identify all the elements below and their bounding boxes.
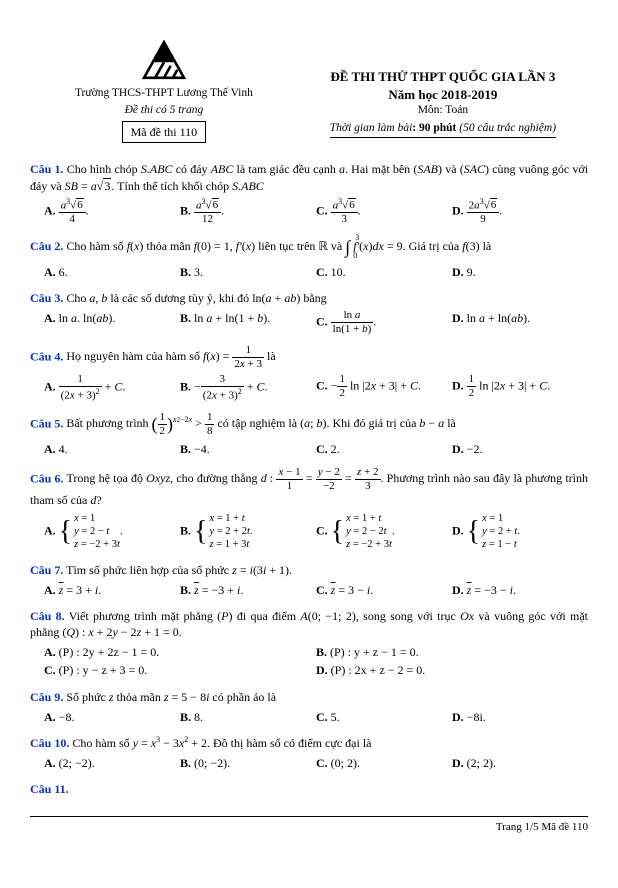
q9-label: Câu 9.: [30, 690, 63, 704]
q7-opt-a: A. z = 3 + i.: [44, 582, 180, 598]
q6-label: Câu 6.: [30, 471, 64, 485]
q5-label: Câu 5.: [30, 416, 63, 430]
q4-opt-b: B. −3(2x + 3)2 + C.: [180, 374, 316, 402]
school-logo-icon: [141, 40, 187, 80]
q6-text: Trong hệ tọa độ Oxyz, cho đường thẳng d …: [30, 471, 588, 507]
q9-opt-b: B. 8.: [180, 709, 316, 725]
q9-opt-d: D. −8i.: [452, 709, 588, 725]
question-4: Câu 4. Họ nguyên hàm của hàm số f(x) = 1…: [30, 345, 588, 370]
q3-opt-a: A. ln a. ln(ab).: [44, 310, 180, 335]
q9-text: Số phức z thỏa mãn z = 5 − 8i có phần ảo…: [66, 690, 276, 704]
q1-label: Câu 1.: [30, 162, 64, 176]
question-11: Câu 11.: [30, 781, 588, 797]
exam-code: Mã đề thi 110: [131, 125, 198, 139]
question-2: Câu 2. Cho hàm số f(x) thỏa mãn f(0) = 1…: [30, 235, 588, 259]
q2-opt-b: B. 3.: [180, 264, 316, 280]
q1-opt-b: B. a3√612.: [180, 198, 316, 226]
page-count-note: Đề thi có 5 trang: [30, 103, 298, 119]
question-7: Câu 7. Tìm số phức liên hợp của số phức …: [30, 562, 588, 578]
school-name: Trường THCS-THPT Lương Thế Vinh: [30, 86, 298, 102]
exam-year: Năm học 2018-2019: [298, 86, 588, 104]
q8-opt-a: A. (P) : 2y + 2z − 1 = 0.: [44, 644, 316, 660]
q4-opt-c: C. −12 ln |2x + 3| + C.: [316, 374, 452, 402]
q3-label: Câu 3.: [30, 291, 63, 305]
q3-opt-d: D. ln a + ln(ab).: [452, 310, 588, 335]
q5-opt-c: C. 2.: [316, 441, 452, 457]
q10-opt-d: D. (2; 2).: [452, 755, 588, 771]
q2-options: A. 6. B. 3. C. 10. D. 9.: [44, 264, 588, 282]
exam-title: ĐỀ THI THỬ THPT QUỐC GIA LẦN 3: [298, 68, 588, 86]
q8-opt-c: C. (P) : y − z + 3 = 0.: [44, 662, 316, 678]
q10-opt-a: A. (2; −2).: [44, 755, 180, 771]
question-6: Câu 6. Trong hệ tọa độ Oxyz, cho đường t…: [30, 467, 588, 508]
time-suffix: (50 câu trắc nghiệm): [459, 122, 556, 134]
q7-opt-c: C. z = 3 − i.: [316, 582, 452, 598]
question-10: Câu 10. Cho hàm số y = x3 − 3x2 + 2. Đồ …: [30, 735, 588, 751]
q10-opt-c: C. (0; 2).: [316, 755, 452, 771]
q2-label: Câu 2.: [30, 239, 63, 253]
time-info: Thời gian làm bài: 90 phút (50 câu trắc …: [330, 121, 556, 139]
q4-options: A. 1(2x + 3)2 + C. B. −3(2x + 3)2 + C. C…: [44, 374, 588, 404]
q7-text: Tìm số phức liên hợp của số phức z = i(3…: [66, 563, 292, 577]
q2-opt-a: A. 6.: [44, 264, 180, 280]
footer-text: Trang 1/5 Mã đề 110: [496, 821, 588, 833]
q4-label: Câu 4.: [30, 349, 63, 363]
q5-opt-a: A. 4.: [44, 441, 180, 457]
q6-opt-b: B. {x = 1 + ty = 2 + 2t.z = 1 + 3t: [180, 512, 316, 551]
q8-opt-d: D. (P) : 2x + z − 2 = 0.: [316, 662, 588, 678]
q8-label: Câu 8.: [30, 609, 65, 623]
q6-opt-d: D. {x = 1y = 2 + t.z = 1 − t: [452, 512, 588, 551]
q2-text: Cho hàm số f(x) thỏa mãn f(0) = 1, f′(x)…: [66, 239, 491, 253]
question-1: Câu 1. Cho hình chóp S.ABC có đáy ABC là…: [30, 161, 588, 193]
q2-opt-d: D. 9.: [452, 264, 588, 280]
q7-opt-d: D. z = −3 − i.: [452, 582, 588, 598]
q5-opt-b: B. −4.: [180, 441, 316, 457]
q1-options: A. a3√64. B. a3√612. C. a3√63. D. 2a3√69…: [44, 198, 588, 228]
footer: Trang 1/5 Mã đề 110: [30, 816, 588, 835]
q10-options: A. (2; −2). B. (0; −2). C. (0; 2). D. (2…: [44, 755, 588, 773]
header-left: Trường THCS-THPT Lương Thế Vinh Đề thi c…: [30, 40, 298, 143]
q9-options: A. −8. B. 8. C. 5. D. −8i.: [44, 709, 588, 727]
q1-opt-d: D. 2a3√69.: [452, 198, 588, 226]
q4-opt-a: A. 1(2x + 3)2 + C.: [44, 374, 180, 402]
time-prefix: Thời gian làm bài: [330, 122, 413, 134]
question-8: Câu 8. Viết phương trình mặt phẳng (P) đ…: [30, 608, 588, 640]
q6-options: A. {x = 1y = 2 − tz = −2 + 3t. B. {x = 1…: [44, 512, 588, 553]
q5-opt-d: D. −2.: [452, 441, 588, 457]
q5-text: Bất phương trình (12)x2−2x > 18 có tập n…: [66, 416, 456, 430]
q1-opt-a: A. a3√64.: [44, 198, 180, 226]
q1-text: Cho hình chóp S.ABC có đáy ABC là tam gi…: [30, 162, 588, 192]
question-3: Câu 3. Cho a, b là các số dương tùy ý, k…: [30, 290, 588, 306]
q4-opt-d: D. 12 ln |2x + 3| + C.: [452, 374, 588, 402]
header: Trường THCS-THPT Lương Thế Vinh Đề thi c…: [30, 40, 588, 143]
exam-code-box: Mã đề thi 110: [122, 121, 207, 143]
q11-label: Câu 11.: [30, 782, 69, 796]
q10-text: Cho hàm số y = x3 − 3x2 + 2. Đồ thị hàm …: [72, 736, 371, 750]
q3-options: A. ln a. ln(ab). B. ln a + ln(1 + b). C.…: [44, 310, 588, 337]
q7-opt-b: B. z = −3 + i.: [180, 582, 316, 598]
q9-opt-a: A. −8.: [44, 709, 180, 725]
q3-text: Cho a, b là các số dương tùy ý, khi đó l…: [66, 291, 326, 305]
q8-text: Viết phương trình mặt phẳng (P) đi qua đ…: [30, 609, 588, 639]
q2-opt-c: C. 10.: [316, 264, 452, 280]
q5-options: A. 4. B. −4. C. 2. D. −2.: [44, 441, 588, 459]
q1-opt-c: C. a3√63.: [316, 198, 452, 226]
q7-label: Câu 7.: [30, 563, 63, 577]
q4-text: Họ nguyên hàm của hàm số f(x) = 12x + 3 …: [66, 349, 275, 363]
q10-label: Câu 10.: [30, 736, 69, 750]
q9-opt-c: C. 5.: [316, 709, 452, 725]
question-9: Câu 9. Số phức z thỏa mãn z = 5 − 8i có …: [30, 689, 588, 705]
time-value: : 90 phút: [412, 122, 456, 134]
q6-opt-a: A. {x = 1y = 2 − tz = −2 + 3t.: [44, 512, 180, 551]
q7-options: A. z = 3 + i. B. z = −3 + i. C. z = 3 − …: [44, 582, 588, 600]
q10-opt-b: B. (0; −2).: [180, 755, 316, 771]
subject: Môn: Toán: [298, 103, 588, 119]
q8-opt-b: B. (P) : y + z − 1 = 0.: [316, 644, 588, 660]
q3-opt-b: B. ln a + ln(1 + b).: [180, 310, 316, 335]
question-5: Câu 5. Bất phương trình (12)x2−2x > 18 c…: [30, 412, 588, 437]
header-right: ĐỀ THI THỬ THPT QUỐC GIA LẦN 3 Năm học 2…: [298, 40, 588, 139]
q8-options: A. (P) : 2y + 2z − 1 = 0. B. (P) : y + z…: [44, 644, 588, 680]
q3-opt-c: C. ln aln(1 + b).: [316, 310, 452, 335]
q6-opt-c: C. {x = 1 + ty = 2 − 2tz = −2 + 3t.: [316, 512, 452, 551]
